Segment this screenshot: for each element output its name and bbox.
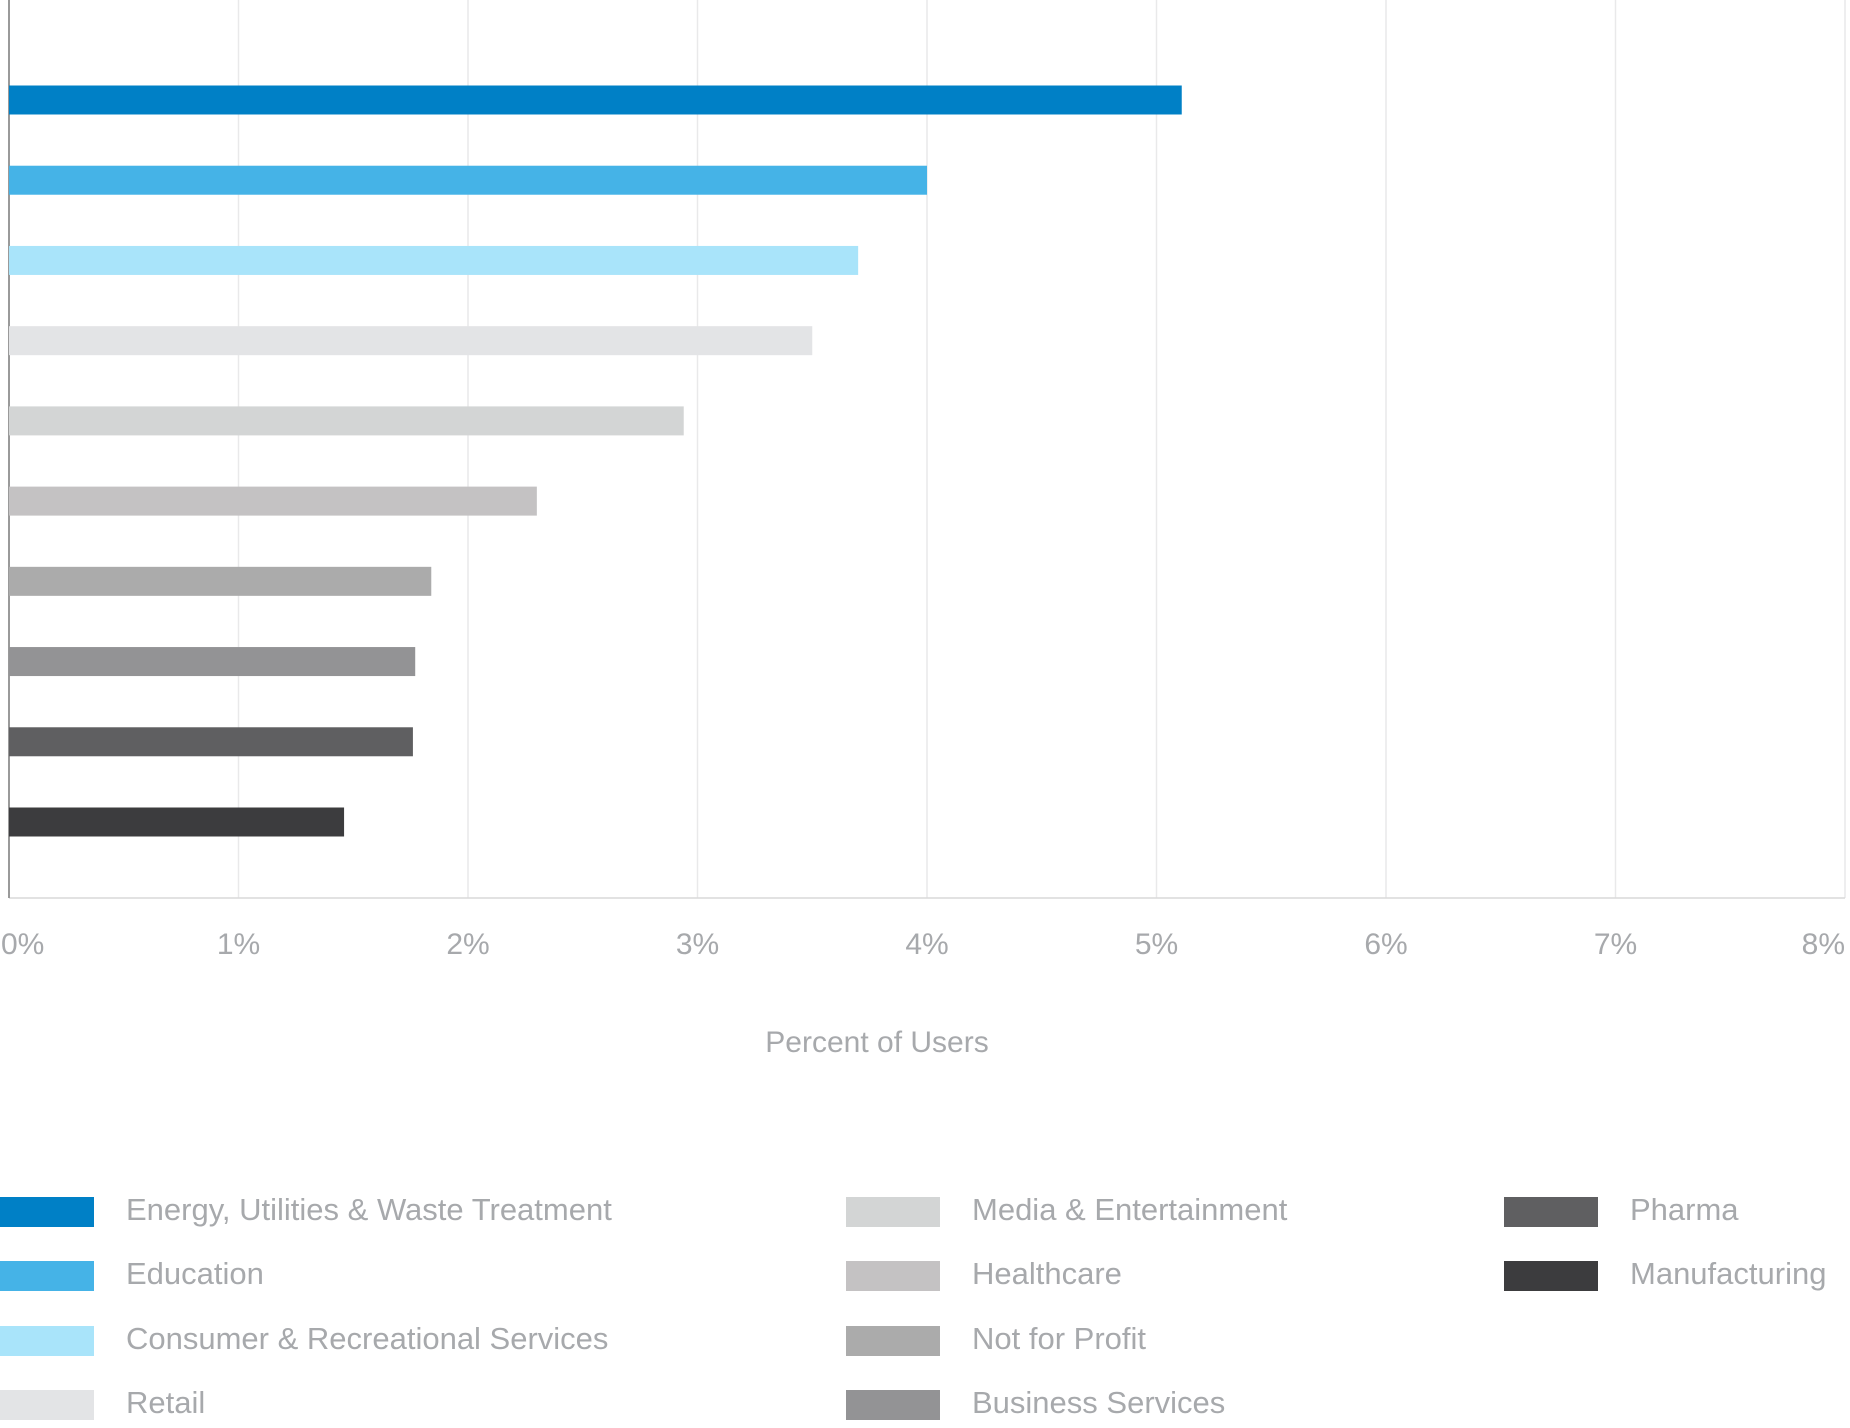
- legend-swatch: [1504, 1261, 1598, 1291]
- legend-label: Education: [126, 1256, 264, 1291]
- x-tick-label: 5%: [1135, 928, 1178, 961]
- legend-label: Retail: [126, 1385, 205, 1420]
- legend-label: Not for Profit: [972, 1321, 1146, 1356]
- legend-swatch: [1504, 1197, 1598, 1227]
- x-tick-label: 0%: [1, 928, 44, 961]
- legend-label: Healthcare: [972, 1256, 1122, 1291]
- legend-swatch: [0, 1390, 94, 1420]
- legend-label: Pharma: [1630, 1192, 1739, 1227]
- legend-label: Manufacturing: [1630, 1256, 1826, 1291]
- bar: [9, 566, 432, 596]
- legend-swatch: [846, 1197, 940, 1227]
- x-tick-label: 1%: [217, 928, 260, 961]
- legend-label: Media & Entertainment: [972, 1192, 1288, 1227]
- legend-swatch: [846, 1326, 940, 1356]
- x-tick-label: 3%: [676, 928, 719, 961]
- legend-label: Business Services: [972, 1385, 1225, 1420]
- legend-label: Energy, Utilities & Waste Treatment: [126, 1192, 612, 1227]
- x-tick-label: 8%: [1802, 928, 1845, 961]
- x-tick-label: 4%: [905, 928, 948, 961]
- bar: [9, 807, 345, 837]
- bar: [9, 647, 416, 677]
- bar: [9, 326, 813, 356]
- bar: [9, 245, 859, 275]
- bar: [9, 165, 927, 195]
- legend-swatch: [0, 1197, 94, 1227]
- x-tick-label: 2%: [446, 928, 489, 961]
- bar: [9, 727, 413, 757]
- bar: [9, 85, 1182, 115]
- bar: [9, 486, 537, 516]
- x-tick-label: 6%: [1364, 928, 1407, 961]
- legend-swatch: [0, 1326, 94, 1356]
- legend-swatch: [846, 1261, 940, 1291]
- legend-swatch: [846, 1390, 940, 1420]
- legend-swatch: [0, 1261, 94, 1291]
- x-tick-label: 7%: [1594, 928, 1637, 961]
- x-axis-label: Percent of Users: [765, 1026, 988, 1059]
- bar: [9, 406, 684, 436]
- legend-label: Consumer & Recreational Services: [126, 1321, 608, 1356]
